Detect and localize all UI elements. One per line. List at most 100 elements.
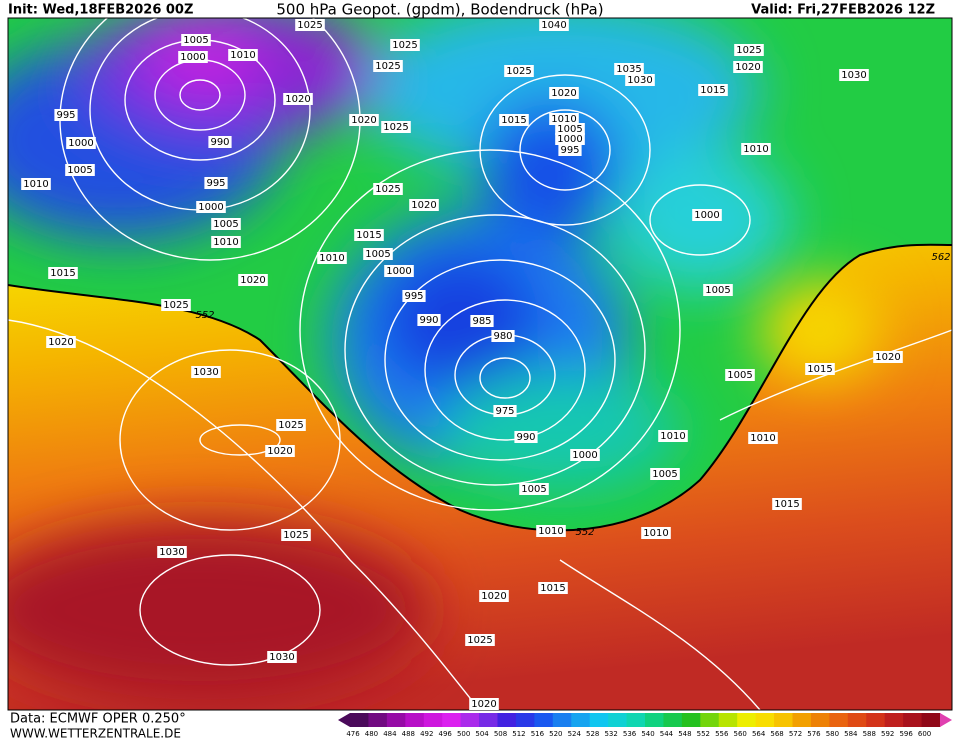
isobar-label: 1025 — [390, 39, 420, 51]
label-box — [741, 143, 771, 155]
label-box — [470, 315, 494, 327]
label-box — [157, 546, 187, 558]
colorbar-cell — [755, 713, 775, 727]
isobar-value: 1030 — [627, 75, 652, 86]
isobar-value: 1020 — [411, 200, 436, 211]
label-box — [491, 330, 515, 342]
label-box — [65, 164, 95, 176]
label-box — [873, 351, 903, 363]
isobar-label: 1005 — [555, 123, 585, 135]
label-box — [725, 369, 755, 381]
label-box — [641, 527, 671, 539]
label-box — [46, 336, 76, 348]
isobar-value: 995 — [560, 145, 579, 156]
isobar-value: 1025 — [392, 40, 417, 51]
colorbar-label: 572 — [789, 730, 802, 738]
label-box — [211, 236, 241, 248]
colorbar-cell — [792, 713, 812, 727]
isobar-label: 1005 — [211, 218, 241, 230]
colorbar-label: 548 — [678, 730, 691, 738]
isobar-value: 995 — [206, 178, 225, 189]
isobar-value: 552 — [195, 310, 214, 321]
isobar-value: 1010 — [551, 114, 576, 125]
colorbar-cell — [829, 713, 849, 727]
label-box — [519, 483, 549, 495]
label-box — [417, 314, 441, 326]
label-box — [21, 178, 51, 190]
isobar-label: 1025 — [465, 634, 495, 646]
label-box — [228, 49, 258, 61]
isobar-label: 1000 — [555, 133, 585, 145]
colorbar-label: 552 — [697, 730, 710, 738]
isobar-value: 1010 — [750, 433, 775, 444]
isobar-label: 980 — [491, 330, 515, 342]
isobar-label: 1020 — [479, 590, 509, 602]
isobar-label: 1010 — [641, 527, 671, 539]
isobar-value: 1015 — [501, 115, 526, 126]
isobar-value: 1040 — [541, 20, 566, 31]
colorbar-label: 568 — [770, 730, 783, 738]
label-box — [539, 19, 569, 31]
label-box — [265, 445, 295, 457]
isobar-value: 1005 — [652, 469, 677, 480]
label-box — [196, 201, 226, 213]
colorbar-cell — [386, 713, 406, 727]
colorbar-label: 520 — [549, 730, 562, 738]
label-box — [772, 498, 802, 510]
isobar-value: 1005 — [727, 370, 752, 381]
isobar-label: 1030 — [839, 69, 869, 81]
label-box — [409, 199, 439, 211]
isobar-label: 1000 — [570, 449, 600, 461]
isobar-value: 1015 — [540, 583, 565, 594]
colorbar-cell — [921, 713, 941, 727]
isobar-value: 1010 — [743, 144, 768, 155]
colorbar-cell — [866, 713, 886, 727]
isobar-value: 1015 — [700, 85, 725, 96]
isobar-value: 1015 — [356, 230, 381, 241]
isobar-value: 1025 — [163, 300, 188, 311]
colorbar-cell — [368, 713, 388, 727]
isobar-label: 995 — [204, 177, 228, 189]
isobar-value: 990 — [210, 137, 229, 148]
colorbar-label: 484 — [383, 730, 397, 738]
colorbar-label: 516 — [531, 730, 545, 738]
isobar-label: 1000 — [196, 201, 226, 213]
colorbar-label: 544 — [660, 730, 674, 738]
isobar-value: 1020 — [481, 591, 506, 602]
isobar-label: 1015 — [698, 84, 728, 96]
label-box — [748, 432, 778, 444]
isobar-label: 562 — [931, 252, 950, 263]
isobar-value: 1025 — [278, 420, 303, 431]
isobar-value: 1025 — [467, 635, 492, 646]
label-box — [283, 93, 313, 105]
colorbar-label: 492 — [420, 730, 433, 738]
colorbar-cell — [810, 713, 830, 727]
isobar-label: 1010 — [658, 430, 688, 442]
colorbar-cell — [534, 713, 554, 727]
valid-time: Valid: Fri,27FEB2026 12Z — [751, 3, 935, 18]
isobar-value: 985 — [472, 316, 491, 327]
colorbar-cell — [423, 713, 443, 727]
label-box — [178, 51, 208, 63]
isobar-value: 1000 — [557, 134, 582, 145]
colorbar-label: 580 — [826, 730, 839, 738]
isobar-label: 552 — [195, 310, 214, 321]
isobar-label: 1025 — [281, 529, 311, 541]
isobar-label: 1020 — [469, 698, 499, 710]
label-box — [381, 121, 411, 133]
isobar-label: 552 — [575, 527, 594, 538]
isobar-label: 990 — [208, 136, 232, 148]
isobar-value: 1000 — [180, 52, 205, 63]
isobar-value: 1025 — [297, 20, 322, 31]
label-box — [204, 177, 228, 189]
warm-core — [8, 280, 880, 700]
isobar-label: 1020 — [549, 87, 579, 99]
colorbar-label: 528 — [586, 730, 599, 738]
isobar-label: 1010 — [21, 178, 51, 190]
isobar-label: 1010 — [228, 49, 258, 61]
isobar-label: 1025 — [373, 183, 403, 195]
colorbar-label: 540 — [641, 730, 654, 738]
isobar-value: 1005 — [183, 35, 208, 46]
colorbar-cell — [645, 713, 664, 727]
colorbar-label: 504 — [475, 730, 489, 738]
